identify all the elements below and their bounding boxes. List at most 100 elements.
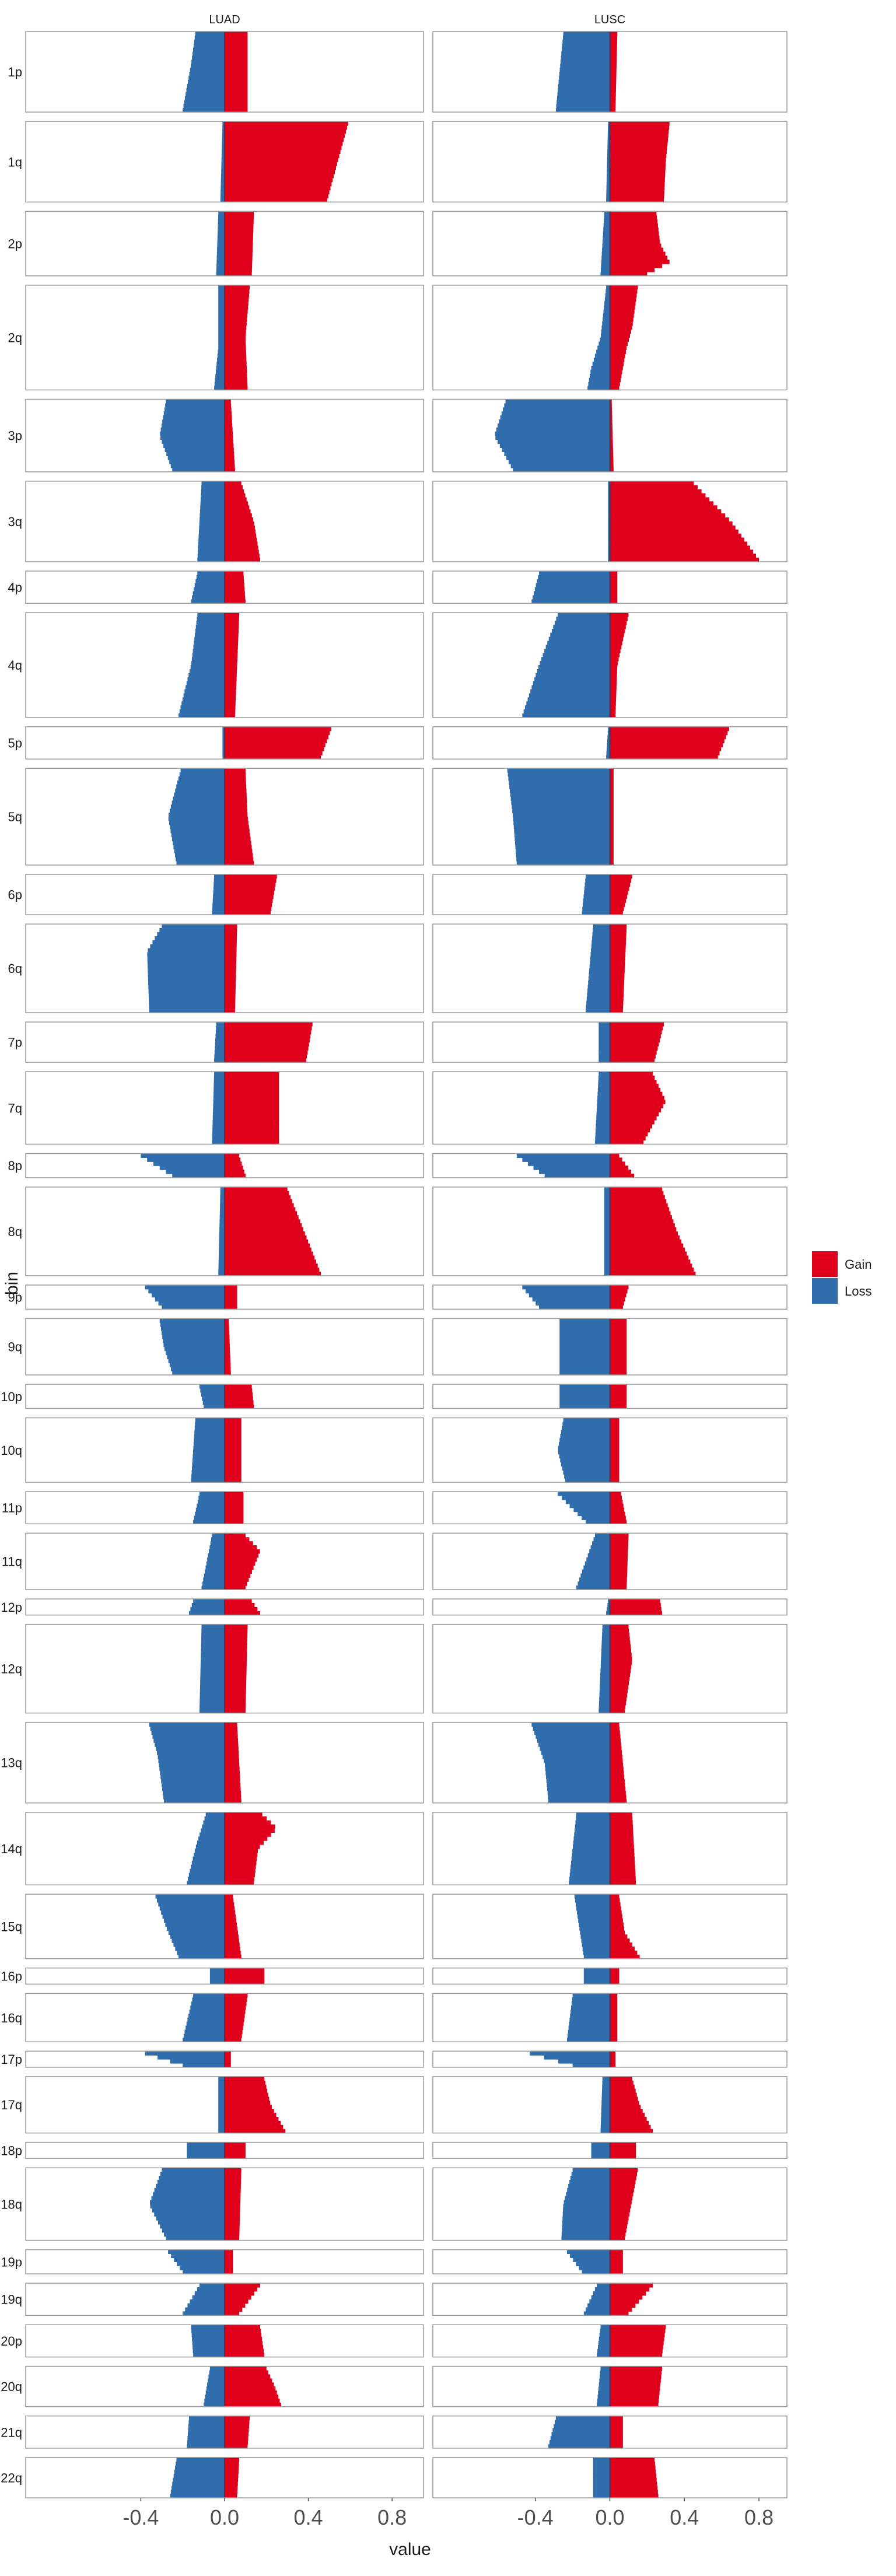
facet-lusc-2q — [432, 285, 788, 391]
gain-bar — [610, 2109, 643, 2113]
row-label-7q: 7q — [8, 1101, 22, 1115]
gain-bar — [225, 243, 253, 249]
loss-bar — [593, 2490, 610, 2494]
loss-bar — [163, 411, 225, 416]
loss-bar — [172, 2486, 225, 2490]
loss-bar — [214, 874, 225, 879]
loss-bar — [218, 285, 225, 290]
loss-bar — [148, 988, 225, 993]
gain-bar — [225, 2490, 237, 2494]
facet-border — [25, 2365, 424, 2407]
gain-bar — [610, 1284, 629, 1290]
loss-bar — [220, 1186, 225, 1192]
gain-bar — [610, 2172, 638, 2176]
panel-title-luad: LUAD — [209, 13, 240, 26]
gain-bar — [225, 1430, 242, 1434]
gain-bar — [610, 133, 668, 138]
gain-bar — [225, 2469, 239, 2474]
loss-bar — [538, 1742, 610, 1747]
gain-bar — [225, 824, 249, 830]
facet-border — [25, 2141, 424, 2159]
gain-bar — [225, 2378, 272, 2383]
loss-bar — [193, 1993, 225, 1998]
gain-bar — [610, 796, 614, 802]
gain-bar — [610, 2465, 656, 2470]
loss-bar — [601, 2096, 610, 2101]
loss-bar — [186, 92, 225, 97]
loss-bar — [221, 158, 225, 162]
gain-bar — [225, 1268, 320, 1272]
loss-bar — [158, 1902, 225, 1907]
loss-bar — [604, 1191, 610, 1196]
gain-bar — [610, 693, 617, 698]
gain-bar — [610, 1072, 653, 1076]
gain-bar — [225, 784, 247, 789]
loss-bar — [554, 2424, 610, 2428]
gain-bar — [225, 170, 335, 174]
loss-bar — [591, 2146, 610, 2151]
gain-bar — [610, 149, 667, 155]
facet-lusc-1p — [432, 31, 788, 113]
gain-bar — [610, 800, 614, 805]
loss-bar — [218, 2076, 225, 2081]
loss-bar — [183, 2034, 225, 2038]
gain-bar — [225, 828, 250, 834]
loss-bar — [558, 612, 610, 617]
loss-bar — [177, 780, 225, 785]
loss-bar — [601, 2105, 610, 2109]
gain-bar — [610, 1746, 622, 1751]
gain-bar — [610, 1219, 674, 1224]
loss-bar — [200, 1685, 225, 1689]
gain-bar — [610, 223, 658, 228]
loss-bar — [163, 1918, 225, 1923]
gain-bar — [225, 1470, 242, 1475]
loss-bar — [597, 2398, 610, 2403]
gain-bar — [225, 645, 238, 650]
loss-bar — [201, 489, 225, 494]
gain-bar — [225, 533, 257, 538]
loss-bar — [197, 612, 225, 617]
gain-bar — [225, 2001, 247, 2006]
gain-bar — [225, 1326, 229, 1331]
loss-bar — [148, 980, 225, 985]
loss-bar — [174, 2469, 225, 2474]
gain-bar — [610, 75, 617, 80]
loss-bar — [170, 824, 225, 830]
gain-bar — [225, 1030, 312, 1035]
gain-bar — [610, 697, 617, 702]
gain-bar — [225, 125, 347, 130]
gain-bar — [225, 1318, 229, 1323]
gain-bar — [225, 621, 239, 625]
gain-bar — [225, 1668, 247, 1674]
gain-bar — [610, 944, 626, 949]
loss-bar — [212, 1116, 225, 1121]
gain-bar — [610, 591, 618, 596]
loss-bar — [604, 1268, 610, 1272]
gain-bar — [225, 1438, 242, 1443]
loss-bar — [591, 2150, 610, 2155]
facet-border — [432, 570, 788, 604]
facet-border — [25, 768, 424, 866]
gain-bar — [225, 521, 254, 526]
gain-bar — [225, 386, 248, 391]
loss-bar — [607, 734, 610, 740]
gain-bar — [610, 1606, 662, 1612]
loss-bar — [601, 251, 610, 256]
gain-bar — [225, 768, 246, 773]
gain-bar — [225, 1697, 246, 1702]
facet-border — [432, 2324, 788, 2358]
loss-bar — [218, 2084, 225, 2090]
loss-bar — [162, 439, 225, 444]
facet-luad-3p — [25, 398, 424, 473]
gain-bar — [225, 460, 235, 464]
gain-bar — [225, 264, 253, 268]
loss-bar — [209, 1545, 225, 1550]
loss-bar — [577, 1910, 610, 1915]
gain-bar — [225, 529, 256, 534]
gain-bar — [610, 141, 668, 146]
loss-bar — [205, 1569, 225, 1574]
facet-border — [432, 2415, 788, 2449]
facet-luad-2q — [25, 285, 424, 391]
loss-bar — [562, 39, 610, 44]
loss-bar — [602, 1628, 610, 1633]
